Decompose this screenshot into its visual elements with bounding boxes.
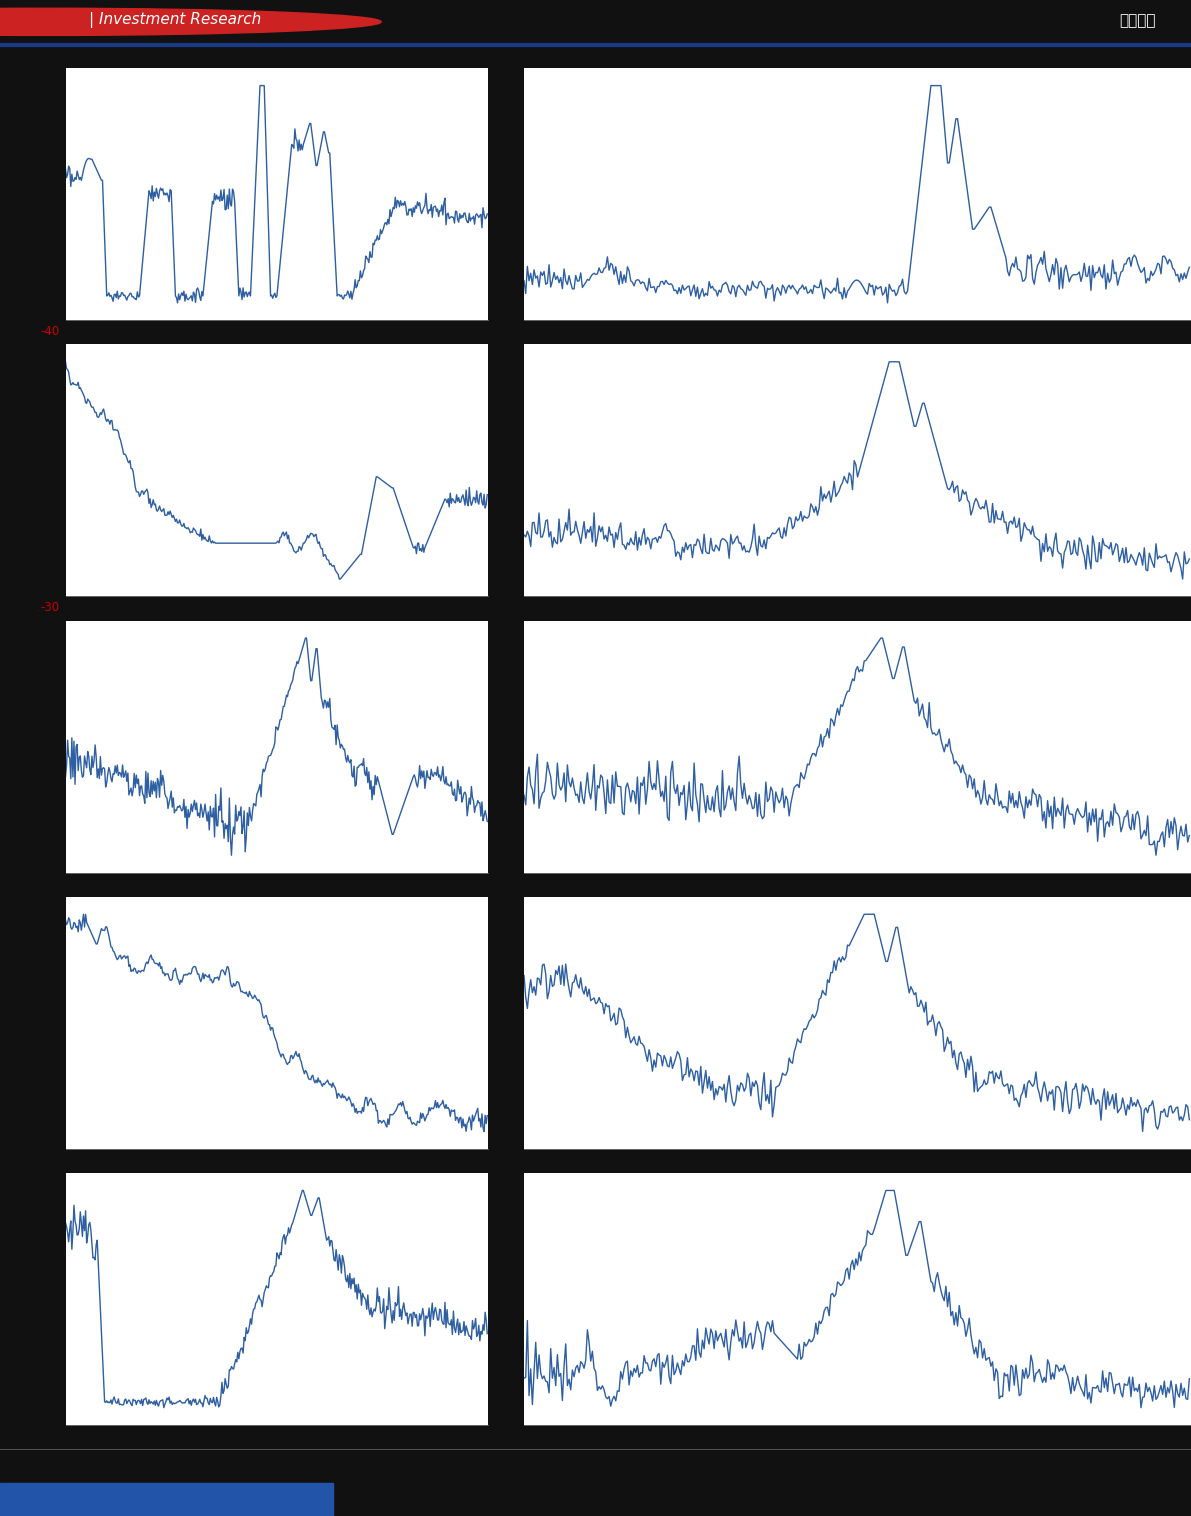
Text: -40: -40 xyxy=(40,324,60,338)
Bar xyxy=(0,1483,333,1516)
Text: -30: -30 xyxy=(40,600,60,614)
Circle shape xyxy=(0,8,381,35)
Text: 估值周报: 估值周报 xyxy=(1118,12,1155,27)
Text: | Investment Research: | Investment Research xyxy=(89,12,262,29)
